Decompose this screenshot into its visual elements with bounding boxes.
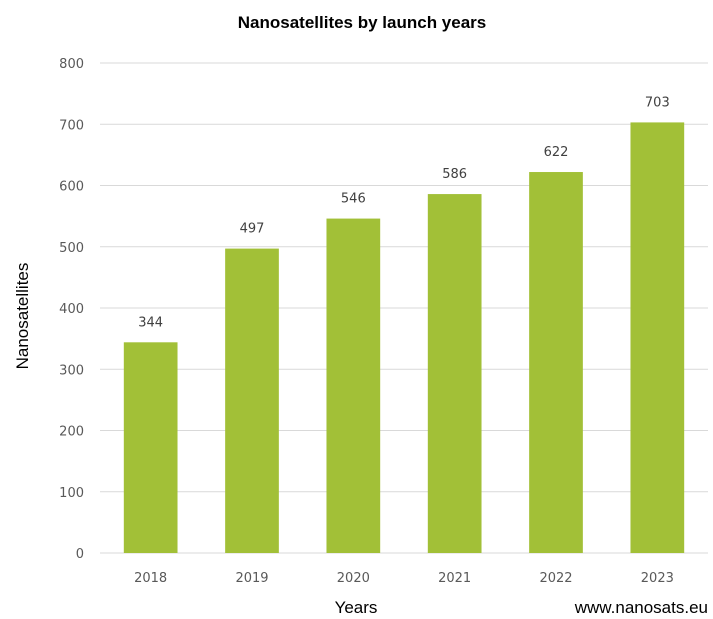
y-tick-label: 500: [59, 241, 84, 256]
x-axis-ticks: 2018 2019 2020 2021 2022 2023: [134, 571, 674, 586]
y-axis-title: Nanosatellites: [13, 263, 32, 370]
bars: [123, 122, 685, 553]
data-labels: 344 497 546 586 622 703: [138, 95, 669, 330]
data-label-2019: 497: [240, 222, 265, 237]
y-tick-label: 300: [59, 363, 84, 378]
x-tick-label-2021: 2021: [438, 571, 471, 586]
gridlines: [100, 62, 708, 554]
data-label-2018: 344: [138, 315, 163, 330]
y-tick-label: 700: [59, 118, 84, 133]
data-label-2023: 703: [645, 95, 670, 110]
y-tick-label: 200: [59, 425, 84, 440]
x-axis-title: Years: [335, 598, 378, 617]
y-tick-label: 400: [59, 302, 84, 317]
bar-2023: [630, 122, 685, 553]
y-tick-label: 0: [76, 547, 84, 562]
bar-2019: [225, 248, 279, 553]
bar-2020: [326, 218, 381, 553]
data-label-2020: 546: [341, 192, 366, 207]
y-axis-ticks: 0 100 200 300 400 500 600 700 800: [59, 57, 84, 562]
bar-2018: [123, 342, 178, 553]
y-tick-label: 100: [59, 486, 84, 501]
x-tick-label-2019: 2019: [235, 571, 268, 586]
data-label-2021: 586: [442, 167, 467, 182]
bar-2022: [529, 172, 583, 553]
y-tick-label: 600: [59, 180, 84, 195]
x-tick-label-2020: 2020: [337, 571, 370, 586]
x-tick-label-2023: 2023: [641, 571, 674, 586]
bar-2021: [427, 194, 482, 553]
chart-title: Nanosatellites by launch years: [238, 13, 487, 32]
y-tick-label: 800: [59, 57, 84, 72]
source-credit: www.nanosats.eu: [574, 598, 708, 617]
x-tick-label-2018: 2018: [134, 571, 167, 586]
x-tick-label-2022: 2022: [539, 571, 572, 586]
data-label-2022: 622: [544, 145, 569, 160]
